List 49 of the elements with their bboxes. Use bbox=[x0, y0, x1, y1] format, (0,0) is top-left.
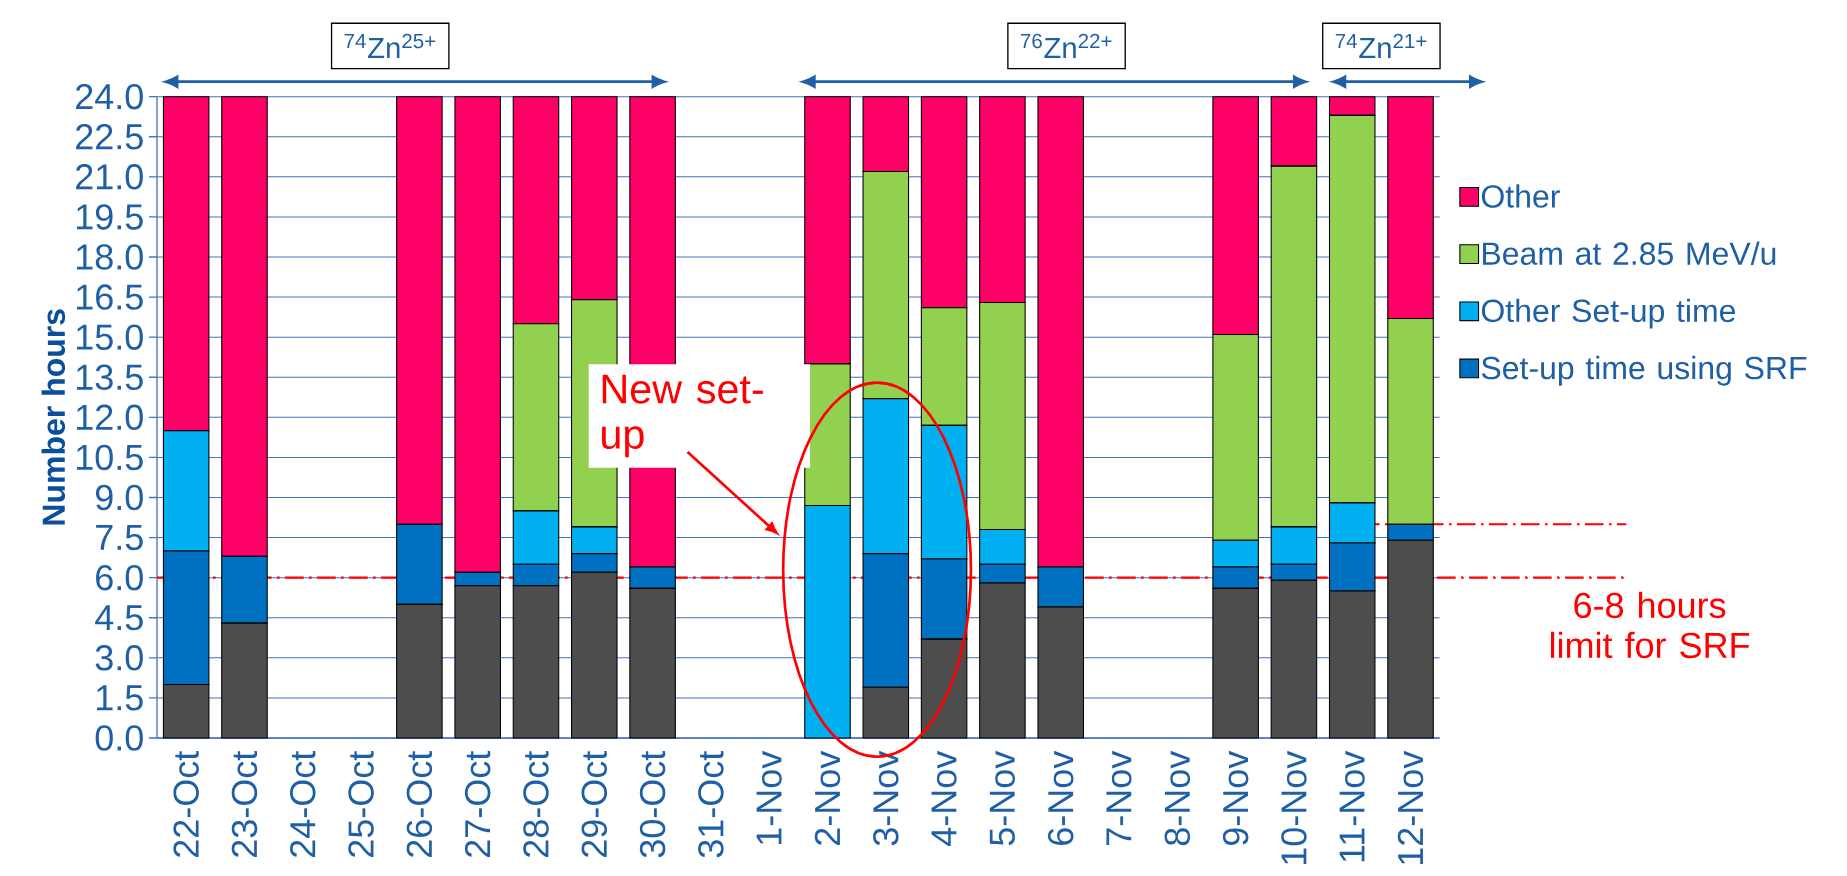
x-tick-label: 6-Nov bbox=[1047, 750, 1074, 845]
x-tick-label: 7-Nov bbox=[1106, 750, 1132, 845]
x-tick-label: 31-Oct bbox=[698, 750, 724, 858]
x-tick-label: 4-Nov bbox=[931, 750, 957, 846]
y-tick-label: 21.0 bbox=[76, 164, 143, 190]
x-tick-label: 29-Oct bbox=[581, 750, 608, 857]
x-tick-label: 1-Nov bbox=[756, 750, 782, 844]
y-axis-title: Number hours bbox=[41, 309, 66, 525]
x-tick-label: 25-Oct bbox=[348, 750, 374, 857]
x-tick-label: 26-Oct bbox=[406, 750, 433, 857]
x-tick-label: 10-Nov bbox=[1281, 750, 1307, 865]
y-tick-label: 16.5 bbox=[76, 284, 143, 310]
y-tick-label: 22.5 bbox=[76, 124, 143, 150]
x-tick-label: 8-Nov bbox=[1164, 750, 1191, 846]
y-tick-label: 9.0 bbox=[95, 484, 143, 511]
y-tick-label: 4.5 bbox=[95, 605, 143, 631]
y-tick-label: 18.0 bbox=[76, 244, 143, 270]
text: $^{74}$Zn$^{25+}$ bbox=[344, 33, 436, 59]
y-tick-label: 1.5 bbox=[97, 685, 143, 711]
x-tick-label: 3-Nov bbox=[873, 750, 899, 846]
text: $^{74}$Zn$^{21+}$ bbox=[1335, 33, 1427, 59]
y-tick-label: 13.5 bbox=[76, 364, 143, 390]
x-tick-label: 22-Oct bbox=[173, 750, 199, 857]
y-tick-label: 7.5 bbox=[96, 525, 143, 551]
x-tick-label: 2-Nov bbox=[814, 750, 841, 845]
y-tick-label: 12.0 bbox=[76, 404, 143, 431]
legend-label: Set-up time using SRF bbox=[1481, 355, 1807, 386]
x-tick-label: 30-Oct bbox=[639, 750, 666, 858]
y-tick-label: 15.0 bbox=[76, 324, 143, 350]
y-tick-label: 19.5 bbox=[76, 204, 143, 230]
x-tick-label: 28-Oct bbox=[523, 750, 549, 857]
x-tick-label: 27-Oct bbox=[464, 750, 491, 857]
legend-label: Other Set-up time bbox=[1481, 298, 1736, 329]
text: $^{76}$Zn$^{22+}$ bbox=[1020, 33, 1112, 59]
legend-label: Beam at 2.85 MeV/u bbox=[1483, 241, 1776, 265]
y-tick-label: 10.5 bbox=[76, 444, 143, 471]
x-tick-label: 12-Nov bbox=[1397, 750, 1424, 865]
y-tick-label: 3.0 bbox=[95, 645, 143, 671]
y-tick-label: 24.0 bbox=[76, 83, 143, 110]
x-tick-label: 5-Nov bbox=[989, 750, 1015, 846]
y-tick-label: 0.0 bbox=[95, 725, 143, 751]
legend-label: Other bbox=[1481, 184, 1560, 208]
x-tick-label: 11-Nov bbox=[1339, 750, 1365, 862]
annotation: New set-up bbox=[602, 374, 763, 458]
x-tick-label: 9-Nov bbox=[1222, 750, 1249, 846]
x-tick-label: 24-Oct bbox=[290, 750, 316, 857]
ref-line-label: 6-8 hours limit for SRF bbox=[1551, 591, 1750, 659]
y-tick-label: 6.0 bbox=[96, 564, 143, 591]
x-tick-label: 23-Oct bbox=[231, 750, 258, 857]
